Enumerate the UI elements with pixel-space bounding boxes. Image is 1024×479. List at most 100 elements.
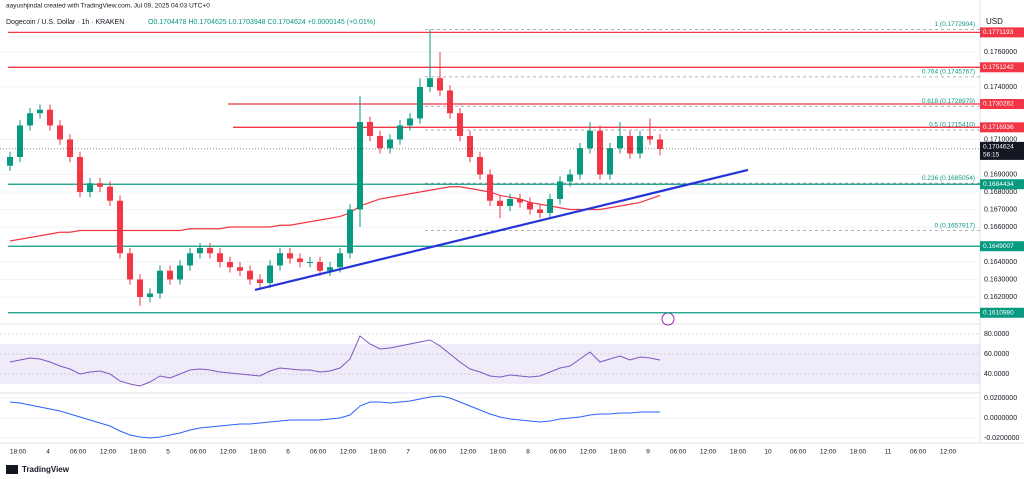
candle-body — [97, 183, 103, 187]
countdown: 56:15 — [983, 152, 1000, 159]
macd-tick-label: 0.0000000 — [984, 415, 1017, 422]
x-tick-label: 06:00 — [910, 449, 927, 456]
candle-body — [327, 267, 333, 271]
candle-body — [397, 125, 403, 140]
candle-body — [567, 174, 573, 182]
candle-body — [647, 135, 653, 140]
x-tick-label: 12:00 — [460, 449, 477, 456]
candle-body — [337, 253, 343, 268]
candle-body — [577, 148, 583, 175]
last-price-tag — [980, 141, 1024, 160]
candle-body — [657, 139, 663, 149]
x-tick-label: 18:00 — [730, 449, 747, 456]
candle-body — [237, 267, 243, 271]
candle-body — [87, 183, 93, 192]
brand: TradingView — [22, 465, 70, 474]
x-tick-label: 06:00 — [550, 449, 567, 456]
candle-body — [207, 247, 213, 254]
candle-body — [517, 198, 523, 203]
candle-body — [57, 125, 63, 140]
candle-body — [557, 181, 563, 199]
brand-logo — [6, 465, 18, 474]
price-tag — [980, 179, 1024, 190]
candle-body — [47, 109, 53, 126]
candle-body — [447, 90, 453, 114]
ohlc: O0.1704478 H0.1704625 L0.1703948 C0.1704… — [148, 19, 375, 26]
candle-body — [307, 261, 313, 263]
candle-body — [617, 135, 623, 149]
x-tick-label: 12:00 — [700, 449, 717, 456]
candle-body — [67, 139, 73, 157]
candle-body — [377, 135, 383, 149]
price-tag-label: 0.1684434 — [983, 181, 1014, 188]
candle-body — [497, 200, 503, 206]
x-tick-label: 06:00 — [790, 449, 807, 456]
candle-body — [147, 293, 153, 297]
candle-body — [527, 202, 533, 210]
candle-body — [547, 198, 553, 213]
candle-body — [407, 118, 413, 126]
candle-body — [157, 270, 163, 294]
y-tick-label: 0.1690000 — [984, 171, 1017, 178]
y-tick-label: 0.1710000 — [984, 136, 1017, 143]
candle-body — [487, 174, 493, 201]
fib-label: 0.764 (0.1745767) — [922, 69, 975, 76]
rsi-tick-label: 60.0000 — [984, 351, 1009, 358]
y-tick-label: 0.1630000 — [984, 276, 1017, 283]
price-tag — [980, 62, 1024, 73]
price-tag — [980, 307, 1024, 318]
fib-label: 0 (0.1657917) — [935, 222, 975, 229]
rsi-tick-label: 40.0000 — [984, 371, 1009, 378]
x-tick-label: 06:00 — [430, 449, 447, 456]
x-tick-label: 06:00 — [190, 449, 207, 456]
candle-body — [457, 113, 463, 136]
candle-body — [287, 253, 293, 259]
candle-body — [227, 261, 233, 268]
x-tick-label: 18:00 — [610, 449, 627, 456]
x-tick-label: 06:00 — [310, 449, 327, 456]
macd-line — [9, 395, 660, 439]
candle-body — [127, 253, 133, 280]
x-tick-label: 18:00 — [130, 449, 147, 456]
rsi-tick-label: 80.0000 — [984, 331, 1009, 338]
candle-body — [267, 265, 273, 283]
candle-body — [27, 113, 33, 126]
x-tick-label: 06:00 — [670, 449, 687, 456]
x-tick-label: 5 — [166, 449, 170, 456]
fib-label: 1 (0.1772904) — [935, 21, 975, 28]
price-tag-label: 0.1649007 — [983, 243, 1014, 250]
x-tick-label: 12:00 — [100, 449, 117, 456]
symbol: Dogecoin / U.S. Dollar · 1h · KRAKEN — [6, 19, 124, 26]
candle-body — [167, 270, 173, 280]
fib-label: 0.236 (0.1685054) — [922, 175, 975, 182]
x-tick-label: 10 — [764, 449, 772, 456]
price-tag-label: 0.1730262 — [983, 101, 1014, 108]
x-tick-label: 12:00 — [220, 449, 237, 456]
price-tag-label: 0.1610980 — [983, 309, 1014, 316]
rsi-band — [0, 344, 980, 384]
x-tick-label: 18:00 — [10, 449, 27, 456]
x-tick-label: 8 — [526, 449, 530, 456]
rsi-line — [9, 335, 661, 387]
fib-label: 0.5 (0.1715410) — [929, 122, 975, 129]
candle-body — [357, 121, 363, 210]
candle-body — [427, 78, 433, 87]
price-tag — [980, 99, 1024, 110]
candle-body — [597, 130, 603, 175]
candle-body — [387, 139, 393, 149]
x-tick-label: 6 — [286, 449, 290, 456]
candle-body — [367, 121, 373, 136]
candle-body — [197, 247, 203, 254]
candle-body — [217, 253, 223, 262]
y-tick-label: 0.1680000 — [984, 189, 1017, 196]
macd-tick-label: 0.0200000 — [984, 395, 1017, 402]
price-tag-label: 0.1751242 — [983, 64, 1014, 71]
candle-body — [417, 86, 423, 119]
x-tick-label: 12:00 — [940, 449, 957, 456]
price-tag-label: 0.1716936 — [983, 124, 1014, 131]
x-tick-label: 9 — [646, 449, 650, 456]
candle-body — [347, 209, 353, 254]
